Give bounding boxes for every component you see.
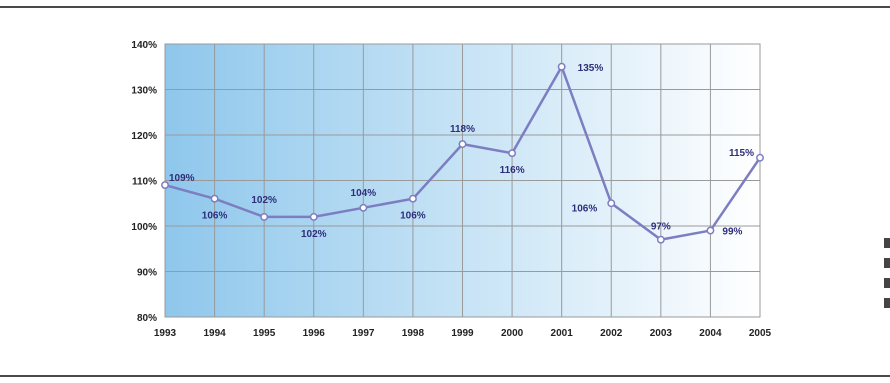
data-label: 102% [301, 229, 327, 240]
data-point [756, 153, 764, 162]
grid [164, 43, 761, 318]
data-point [557, 62, 566, 71]
data-point [607, 199, 616, 208]
edge-mark [884, 238, 890, 248]
x-tick-label: 1996 [303, 328, 326, 339]
y-tick-label: 110% [132, 177, 157, 188]
data-label: 118% [450, 124, 475, 135]
data-label: 116% [500, 165, 525, 176]
data-point [706, 226, 715, 235]
data-point [161, 181, 169, 190]
top-rule [0, 6, 890, 8]
data-label: 106% [202, 211, 228, 222]
data-point [359, 203, 368, 212]
x-tick-label: 2005 [749, 328, 772, 339]
markers [161, 62, 764, 244]
x-tick-label: 1999 [451, 328, 474, 339]
data-point [309, 212, 318, 221]
x-tick-label: 2001 [551, 328, 574, 339]
edge-mark [884, 258, 890, 268]
data-label: 97% [651, 222, 671, 233]
y-tick-label: 90% [137, 268, 157, 279]
x-tick-label: 1995 [253, 328, 276, 339]
y-axis: 80% 90% 100% 110% 120% 130% 140% [131, 40, 157, 324]
data-label: 102% [251, 195, 277, 206]
data-point [210, 194, 219, 203]
x-tick-label: 2000 [501, 328, 524, 339]
edge-mark [884, 278, 890, 288]
data-label: 106% [400, 211, 426, 222]
x-axis: 1993 1994 1995 1996 1997 1998 1999 2000 2001 2002… [154, 328, 772, 339]
data-point [508, 149, 517, 158]
y-tick-label: 140% [131, 40, 157, 51]
y-tick-label: 120% [131, 131, 157, 142]
data-point [260, 212, 269, 221]
x-tick-label: 1993 [154, 328, 177, 339]
y-tick-label: 80% [137, 313, 157, 324]
y-tick-label: 130% [131, 86, 157, 97]
data-label: 115% [729, 148, 754, 159]
data-label: 135% [578, 63, 604, 74]
x-tick-label: 2004 [699, 328, 722, 339]
data-point [656, 235, 665, 244]
data-label: 109% [169, 173, 195, 184]
edge-mark [884, 298, 890, 308]
x-tick-label: 2003 [650, 328, 673, 339]
x-tick-label: 1997 [352, 328, 375, 339]
bottom-rule [0, 375, 890, 377]
data-point [458, 140, 467, 149]
data-label: 106% [572, 203, 598, 214]
data-labels: 109% 106% 102% 102% 104% 106% 118% 116% 135% 106%… [169, 63, 754, 240]
x-tick-label: 1998 [402, 328, 425, 339]
y-tick-label: 100% [131, 222, 157, 233]
data-point [408, 194, 417, 203]
x-tick-label: 1994 [203, 328, 226, 339]
x-tick-label: 2002 [600, 328, 623, 339]
data-label: 99% [722, 227, 742, 238]
data-label: 104% [351, 188, 377, 199]
